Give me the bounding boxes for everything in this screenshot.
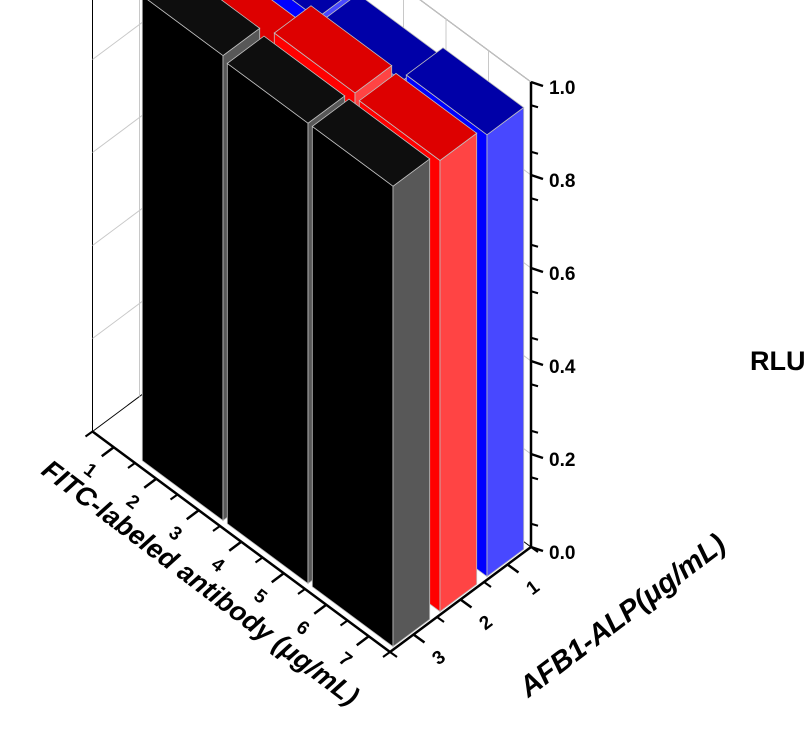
z-minor-tick [530, 476, 539, 481]
x-tick [186, 509, 200, 521]
z-tick [530, 173, 544, 181]
z-minor-tick [530, 104, 539, 109]
y-tick [459, 598, 473, 609]
x-tick [356, 635, 370, 647]
x-minor-tick [382, 651, 391, 658]
z-tick [530, 266, 544, 274]
x-tick [143, 477, 157, 489]
y-tick [506, 563, 520, 574]
bar-face-top [311, 98, 431, 187]
bar-face-top [405, 47, 525, 136]
z-tick-label: 1.0 [549, 78, 575, 99]
z-tick-label: 0.6 [549, 264, 575, 285]
bar-face-right [439, 132, 478, 613]
bar-face-right [392, 158, 431, 648]
y-minor-tick [436, 616, 445, 623]
y-tick-label: 1 [523, 576, 544, 599]
bar-face-top [291, 0, 343, 19]
y-tick [412, 633, 426, 644]
bar-face-right [486, 106, 525, 578]
bar-face-top [273, 5, 393, 94]
x-minor-tick [339, 619, 349, 627]
x-minor-tick [212, 525, 221, 532]
z-tick-label: 0.2 [549, 450, 575, 471]
bars [141, 0, 525, 648]
x-minor-tick [84, 430, 94, 438]
z-minor-tick [530, 336, 539, 341]
z-tick [530, 452, 544, 460]
x-tick [313, 603, 327, 615]
z-minor-tick [530, 290, 539, 295]
z-grid-line [419, 0, 532, 83]
bar-face-left [141, 0, 224, 522]
z-minor-tick [530, 429, 539, 434]
z-tick-label: 0.4 [549, 357, 576, 378]
y-axis-title: AFB1-ALP(μg/mL) [513, 528, 732, 704]
y-minor-tick [389, 651, 398, 658]
bar-face-left [311, 125, 394, 648]
y-tick-label: 3 [429, 647, 450, 670]
x-tick [101, 446, 115, 458]
x-tick [228, 540, 242, 552]
z-tick [530, 545, 544, 553]
z-minor-tick [530, 243, 539, 248]
bar [311, 98, 431, 648]
axes [84, 80, 544, 658]
x-minor-tick [127, 462, 136, 469]
z-tick-label: 0.0 [549, 543, 575, 564]
y-tick-label: 2 [476, 612, 497, 635]
x-minor-tick [297, 588, 306, 595]
z-tick [530, 359, 544, 367]
z-minor-tick [530, 197, 539, 202]
bar-face-left [226, 62, 309, 585]
z-minor-tick [530, 383, 539, 388]
z-tick [530, 80, 544, 88]
y-minor-tick [483, 581, 492, 588]
x-minor-tick [254, 556, 264, 564]
x-tick [271, 572, 285, 584]
z-tick-label: 0.8 [549, 171, 575, 192]
bar-face-top [358, 72, 478, 161]
z-minor-tick [530, 522, 539, 527]
bar-face-top [147, 0, 261, 57]
x-minor-tick [169, 493, 179, 501]
z-minor-tick [530, 150, 539, 155]
bar-face-top [226, 35, 346, 124]
z-axis-title: RLU [750, 346, 806, 376]
